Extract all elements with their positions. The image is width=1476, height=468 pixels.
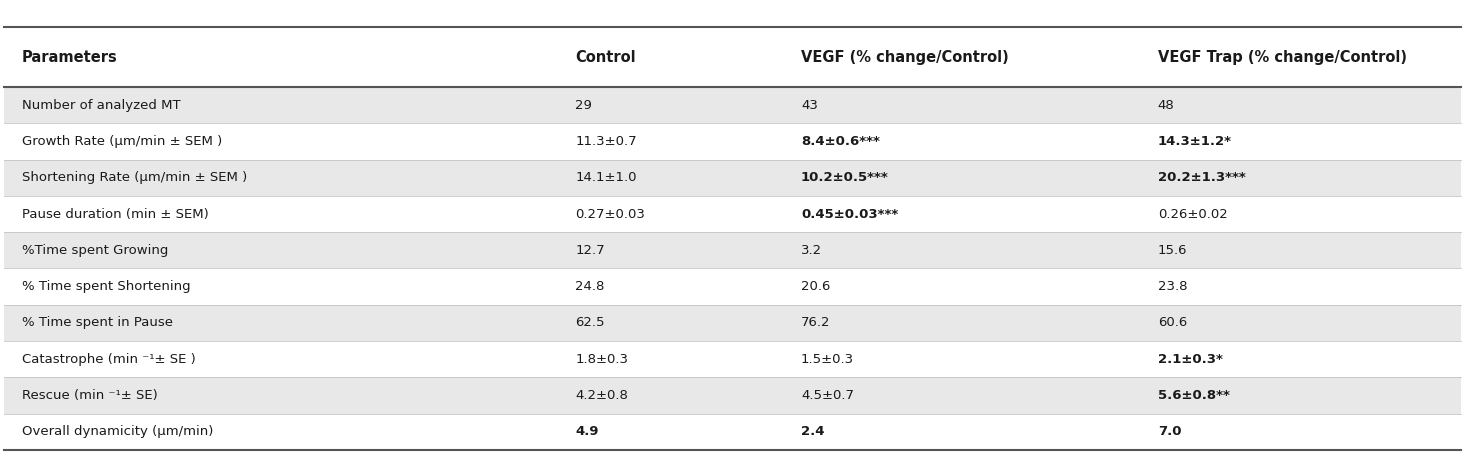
- Text: 43: 43: [801, 99, 818, 111]
- Text: 24.8: 24.8: [576, 280, 605, 293]
- Text: 2.4: 2.4: [801, 425, 825, 439]
- Text: 76.2: 76.2: [801, 316, 831, 329]
- Text: Parameters: Parameters: [22, 50, 118, 65]
- Text: 48: 48: [1157, 99, 1175, 111]
- Text: 62.5: 62.5: [576, 316, 605, 329]
- Text: Catastrophe (min ⁻¹± SE ): Catastrophe (min ⁻¹± SE ): [22, 353, 195, 366]
- Bar: [4, 269, 1461, 305]
- Text: 8.4±0.6***: 8.4±0.6***: [801, 135, 880, 148]
- Text: 7.0: 7.0: [1157, 425, 1181, 439]
- Text: 20.2±1.3***: 20.2±1.3***: [1157, 171, 1246, 184]
- Text: 1.8±0.3: 1.8±0.3: [576, 353, 629, 366]
- Text: Shortening Rate (μm/min ± SEM ): Shortening Rate (μm/min ± SEM ): [22, 171, 246, 184]
- Text: 12.7: 12.7: [576, 244, 605, 257]
- Bar: [4, 377, 1461, 414]
- Text: 14.1±1.0: 14.1±1.0: [576, 171, 636, 184]
- Text: Overall dynamicity (μm/min): Overall dynamicity (μm/min): [22, 425, 213, 439]
- Bar: [4, 123, 1461, 160]
- Text: Rescue (min ⁻¹± SE): Rescue (min ⁻¹± SE): [22, 389, 158, 402]
- Text: 4.2±0.8: 4.2±0.8: [576, 389, 627, 402]
- Text: 2.1±0.3*: 2.1±0.3*: [1157, 353, 1222, 366]
- Text: 60.6: 60.6: [1157, 316, 1187, 329]
- Text: 3.2: 3.2: [801, 244, 822, 257]
- Text: 20.6: 20.6: [801, 280, 831, 293]
- Text: 0.45±0.03***: 0.45±0.03***: [801, 207, 899, 220]
- Bar: [4, 27, 1461, 87]
- Bar: [4, 341, 1461, 377]
- Bar: [4, 87, 1461, 123]
- Text: 4.9: 4.9: [576, 425, 599, 439]
- Text: VEGF (% change/Control): VEGF (% change/Control): [801, 50, 1008, 65]
- Text: 5.6±0.8**: 5.6±0.8**: [1157, 389, 1230, 402]
- Bar: [4, 414, 1461, 450]
- Text: Control: Control: [576, 50, 636, 65]
- Text: 15.6: 15.6: [1157, 244, 1187, 257]
- Text: 11.3±0.7: 11.3±0.7: [576, 135, 636, 148]
- Text: 14.3±1.2*: 14.3±1.2*: [1157, 135, 1232, 148]
- Text: 10.2±0.5***: 10.2±0.5***: [801, 171, 889, 184]
- Text: 29: 29: [576, 99, 592, 111]
- Bar: [4, 160, 1461, 196]
- Bar: [4, 196, 1461, 232]
- Text: 0.27±0.03: 0.27±0.03: [576, 207, 645, 220]
- Text: 23.8: 23.8: [1157, 280, 1187, 293]
- Text: Growth Rate (μm/min ± SEM ): Growth Rate (μm/min ± SEM ): [22, 135, 221, 148]
- Text: 0.26±0.02: 0.26±0.02: [1157, 207, 1228, 220]
- Bar: [4, 305, 1461, 341]
- Text: %Time spent Growing: %Time spent Growing: [22, 244, 168, 257]
- Text: Number of analyzed MT: Number of analyzed MT: [22, 99, 180, 111]
- Text: 1.5±0.3: 1.5±0.3: [801, 353, 855, 366]
- Text: % Time spent Shortening: % Time spent Shortening: [22, 280, 190, 293]
- Text: Pause duration (min ± SEM): Pause duration (min ± SEM): [22, 207, 208, 220]
- Text: 4.5±0.7: 4.5±0.7: [801, 389, 855, 402]
- Text: VEGF Trap (% change/Control): VEGF Trap (% change/Control): [1157, 50, 1407, 65]
- Bar: [4, 232, 1461, 269]
- Text: % Time spent in Pause: % Time spent in Pause: [22, 316, 173, 329]
